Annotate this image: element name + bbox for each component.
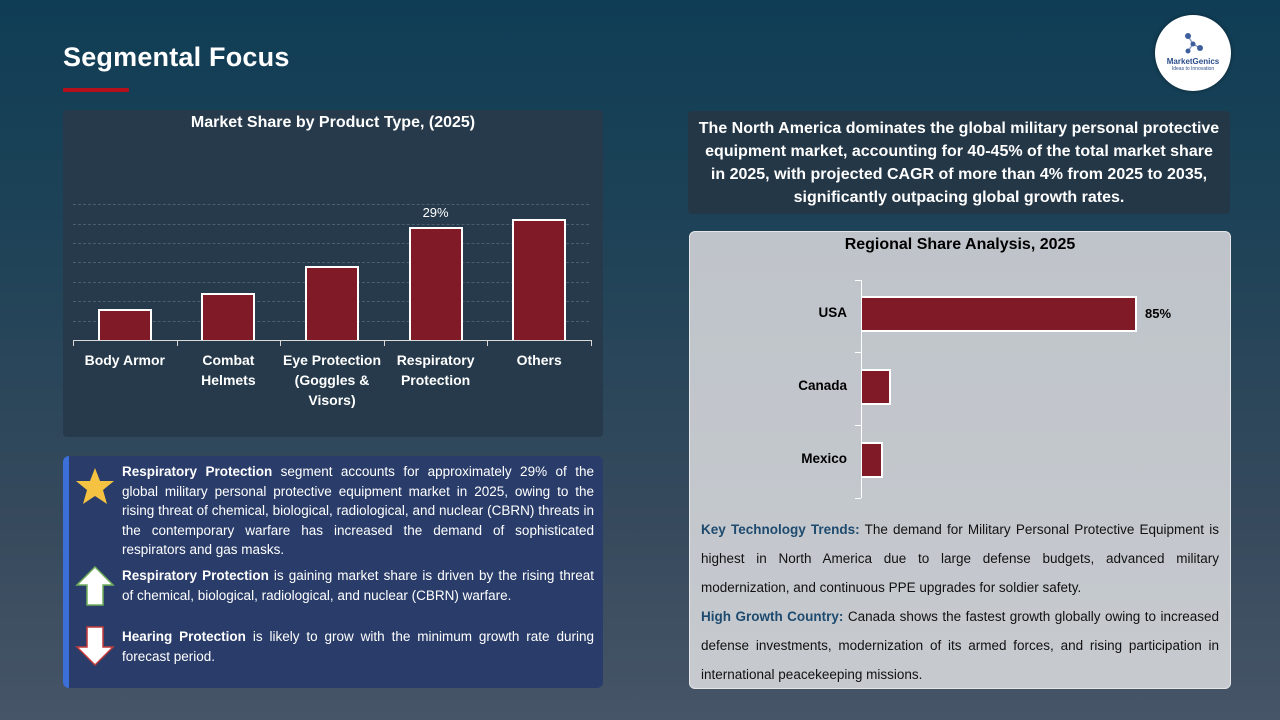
axis-tick xyxy=(855,280,861,281)
logo-tagline: Ideas to Innovation xyxy=(1171,66,1215,72)
company-logo: MarketGenics Ideas to Innovation xyxy=(1155,15,1231,91)
gridline xyxy=(73,243,589,244)
high-growth-country: High Growth Country: Canada shows the fa… xyxy=(701,609,1219,682)
category-label: Body Armor xyxy=(84,352,165,368)
insights-panel: Respiratory Protection segment accounts … xyxy=(63,456,603,688)
regional-chart-title: Regional Share Analysis, 2025 xyxy=(844,236,1076,253)
chart-title: Market Share by Product Type, (2025) xyxy=(190,114,476,131)
axis-tick xyxy=(855,425,861,426)
molecule-logo-icon xyxy=(1185,33,1203,54)
bar-others xyxy=(512,219,567,340)
bar-value-label: 29% xyxy=(422,205,449,220)
category-label: Respiratory Protection xyxy=(396,352,475,388)
bar-mexico xyxy=(862,442,884,478)
arrow-up-icon xyxy=(75,565,115,612)
bar-respiratory-protection xyxy=(408,227,463,340)
axis-tick xyxy=(855,498,861,499)
bar-body-armor xyxy=(97,308,152,340)
category-label: Combat Helmets xyxy=(201,352,256,388)
bar-canada xyxy=(862,369,892,405)
bar-value-label: 85% xyxy=(1145,306,1172,321)
key-technology-trends: Key Technology Trends: The demand for Mi… xyxy=(701,522,1219,595)
regional-share-panel: Regional Share Analysis, 2025 USA 85% Cana… xyxy=(689,231,1231,689)
title-underline xyxy=(63,88,129,92)
category-label: Mexico xyxy=(801,451,847,466)
category-label: USA xyxy=(818,305,847,320)
gridline xyxy=(73,223,589,225)
logo-name: MarketGenics xyxy=(1166,57,1220,66)
axis-tick xyxy=(280,340,282,346)
bar-combat-helmets xyxy=(201,293,256,340)
star-icon xyxy=(75,466,115,511)
axis-tick xyxy=(855,352,861,353)
insight-text: Hearing Protection is likely to grow wit… xyxy=(122,629,594,664)
axis-tick xyxy=(487,340,489,346)
insight-text: Respiratory Protection segment accounts … xyxy=(122,464,594,557)
arrow-down-icon xyxy=(75,625,115,672)
summary-text: The North America dominates the global m… xyxy=(698,119,1220,206)
axis-tick xyxy=(73,340,74,346)
bar-usa xyxy=(862,296,1137,332)
axis-tick xyxy=(176,340,178,346)
insight-text: Respiratory Protection is gaining market… xyxy=(122,568,594,603)
bar-eye-protection-goggles-visors- xyxy=(305,265,359,340)
product-type-chart: Market Share by Product Type, (2025) 29%… xyxy=(63,110,603,437)
gridline xyxy=(73,204,589,206)
summary-box: The North America dominates the global m… xyxy=(688,111,1230,214)
category-label: Eye Protection (Goggles & Visors) xyxy=(282,352,382,408)
category-label: Canada xyxy=(798,378,847,393)
x-axis xyxy=(73,340,591,341)
y-axis xyxy=(861,280,862,498)
category-label: Others xyxy=(516,352,562,368)
page-title: Segmental Focus xyxy=(63,42,290,72)
axis-tick xyxy=(383,340,385,346)
axis-tick xyxy=(591,340,592,346)
regional-notes: Key Technology Trends: The demand for Mi… xyxy=(701,515,1219,689)
gridline xyxy=(73,262,589,264)
